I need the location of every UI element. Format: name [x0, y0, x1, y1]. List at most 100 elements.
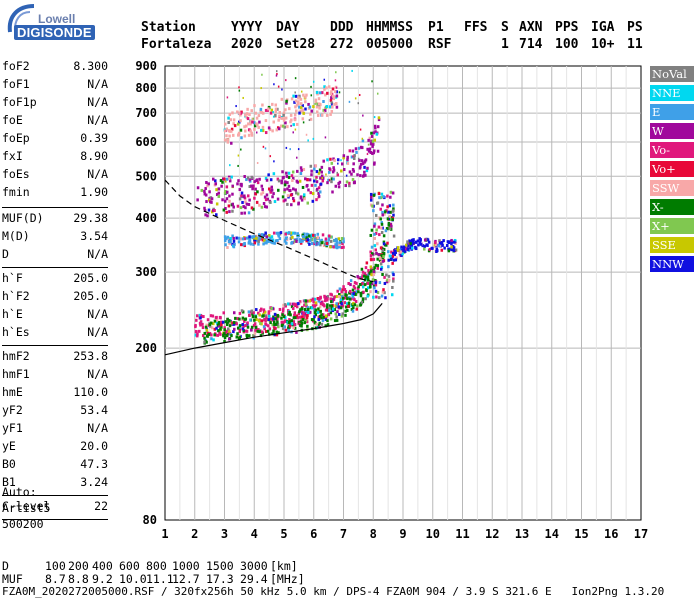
- echo-point: [268, 327, 272, 331]
- echo-point: [423, 238, 427, 242]
- echo-point: [292, 187, 295, 191]
- echo-point: [329, 239, 333, 243]
- echo-point: [366, 153, 369, 156]
- legend-item-nnw: NNW: [650, 256, 694, 272]
- param-row-muf-d-: MUF(D) 29.38: [2, 211, 108, 229]
- echo-point: [335, 239, 338, 243]
- echo-point: [276, 72, 278, 75]
- echo-point: [253, 241, 257, 245]
- echo-point: [264, 330, 268, 334]
- echo-point: [370, 273, 373, 277]
- echo-point: [349, 283, 352, 287]
- echo-point: [340, 290, 343, 294]
- echo-point: [368, 285, 372, 289]
- echo-point: [248, 237, 251, 241]
- echo-point: [336, 173, 340, 177]
- param-value: 20.0: [80, 439, 108, 453]
- echo-point: [370, 131, 373, 135]
- echo-point: [296, 169, 299, 173]
- header-value-pps: 100: [555, 37, 579, 52]
- echo-point: [342, 156, 345, 160]
- param-label: MUF(D): [2, 211, 44, 225]
- echo-point: [300, 168, 303, 172]
- echo-point: [212, 338, 215, 342]
- echo-point: [374, 283, 378, 287]
- footer-d-item: 3000: [240, 559, 268, 573]
- param-row-ye: yE 20.0: [2, 439, 108, 457]
- echo-point: [373, 149, 376, 153]
- echo-point: [337, 305, 341, 309]
- echo-point: [227, 121, 230, 125]
- echo-point: [367, 149, 371, 153]
- echo-point: [263, 195, 267, 199]
- echo-point: [241, 200, 244, 204]
- echo-point: [207, 182, 210, 186]
- echo-point: [320, 322, 324, 326]
- param-label: h`F: [2, 271, 23, 285]
- echo-point: [289, 193, 293, 197]
- echo-point: [282, 113, 285, 117]
- echo-point: [399, 247, 403, 251]
- legend-item-nne: NNE: [650, 85, 694, 101]
- echo-point: [275, 333, 279, 337]
- echo-point: [281, 170, 284, 174]
- echo-point: [291, 235, 294, 239]
- echo-point: [342, 240, 345, 244]
- echo-point: [348, 297, 352, 301]
- echo-point: [330, 293, 333, 297]
- echo-point: [294, 303, 298, 307]
- header-label-s: S: [501, 20, 509, 35]
- echo-point: [307, 234, 311, 238]
- echo-point: [305, 93, 308, 97]
- echo-point: [361, 270, 365, 274]
- echo-point: [342, 168, 346, 172]
- echo-point: [333, 239, 336, 243]
- echo-point: [350, 155, 354, 159]
- echo-point: [259, 307, 263, 311]
- echo-point: [374, 130, 377, 134]
- echo-point: [253, 127, 256, 131]
- echo-point: [277, 118, 280, 122]
- echo-point: [294, 94, 298, 98]
- echo-point: [238, 197, 242, 201]
- echo-point: [334, 79, 337, 82]
- echo-point: [288, 324, 292, 328]
- echo-point: [348, 289, 352, 293]
- param-value: N/A: [87, 307, 108, 321]
- echo-point: [224, 243, 227, 247]
- echo-point: [336, 171, 339, 174]
- echo-point: [315, 170, 319, 174]
- echo-point: [230, 175, 233, 179]
- echo-point: [348, 149, 352, 153]
- echo-point: [369, 233, 373, 237]
- header-value-axn: 714: [519, 37, 543, 52]
- echo-point: [236, 182, 239, 186]
- echo-point: [335, 94, 339, 98]
- legend-item-noval: NoVal: [650, 66, 694, 82]
- echo-point: [316, 187, 319, 191]
- echo-point: [317, 102, 321, 106]
- param-value: 22: [94, 499, 108, 513]
- echo-point: [329, 317, 333, 321]
- echo-point: [330, 90, 333, 94]
- echo-point: [292, 307, 295, 311]
- echo-point: [309, 164, 313, 168]
- echo-point: [267, 239, 270, 243]
- echo-point: [430, 246, 433, 250]
- echo-point: [335, 105, 339, 109]
- echo-point: [352, 169, 355, 173]
- echo-point: [327, 178, 330, 182]
- echo-point: [304, 299, 308, 303]
- echo-point: [289, 237, 293, 241]
- echo-point: [369, 150, 372, 154]
- echo-point: [203, 206, 206, 210]
- echo-point: [351, 288, 355, 292]
- param-label: B0: [2, 457, 16, 471]
- echo-point: [318, 314, 322, 318]
- echo-point: [225, 185, 229, 189]
- echo-point: [259, 334, 263, 338]
- echo-point: [378, 256, 382, 260]
- echo-point: [303, 303, 306, 307]
- echo-point: [299, 171, 303, 175]
- echo-point: [387, 210, 390, 214]
